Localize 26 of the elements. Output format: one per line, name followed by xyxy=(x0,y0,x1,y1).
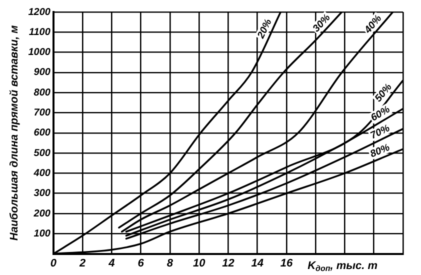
x-tick-label: 12 xyxy=(222,257,234,270)
y-tick-label: 100 xyxy=(34,228,51,240)
y-axis-title: Наибольшая длина прямой вставки, м xyxy=(8,25,21,241)
y-tick-label: 900 xyxy=(34,67,51,78)
text: 20% xyxy=(255,17,274,42)
x-tick-label: 10 xyxy=(192,257,206,270)
x-tick-label: 14 xyxy=(251,257,264,270)
x-tick-label: 8 xyxy=(166,257,174,270)
y-tick-label: 1000 xyxy=(28,47,51,58)
y-tick-label: 200 xyxy=(32,208,51,220)
x-tick-label: 6 xyxy=(138,257,145,270)
x-tick-label: 4 xyxy=(108,257,115,270)
y-tick-label: 400 xyxy=(32,168,51,179)
x-tick-label: 2 xyxy=(78,257,86,270)
y-tick-label: 1100 xyxy=(28,26,51,38)
x-tick-label: 16 xyxy=(280,257,294,270)
text: 60% xyxy=(369,104,392,124)
text: 80% xyxy=(368,142,392,160)
y-tick-label: 600 xyxy=(34,128,51,139)
x-tick-label: 0 xyxy=(50,257,58,270)
y-tick-label: 800 xyxy=(34,87,51,98)
y-tick-label: 1200 xyxy=(28,6,51,18)
y-tick-label: 300 xyxy=(34,188,51,200)
text: 70% xyxy=(368,123,392,142)
y-tick-label: 500 xyxy=(34,148,51,159)
y-tick-label: 700 xyxy=(34,108,51,118)
